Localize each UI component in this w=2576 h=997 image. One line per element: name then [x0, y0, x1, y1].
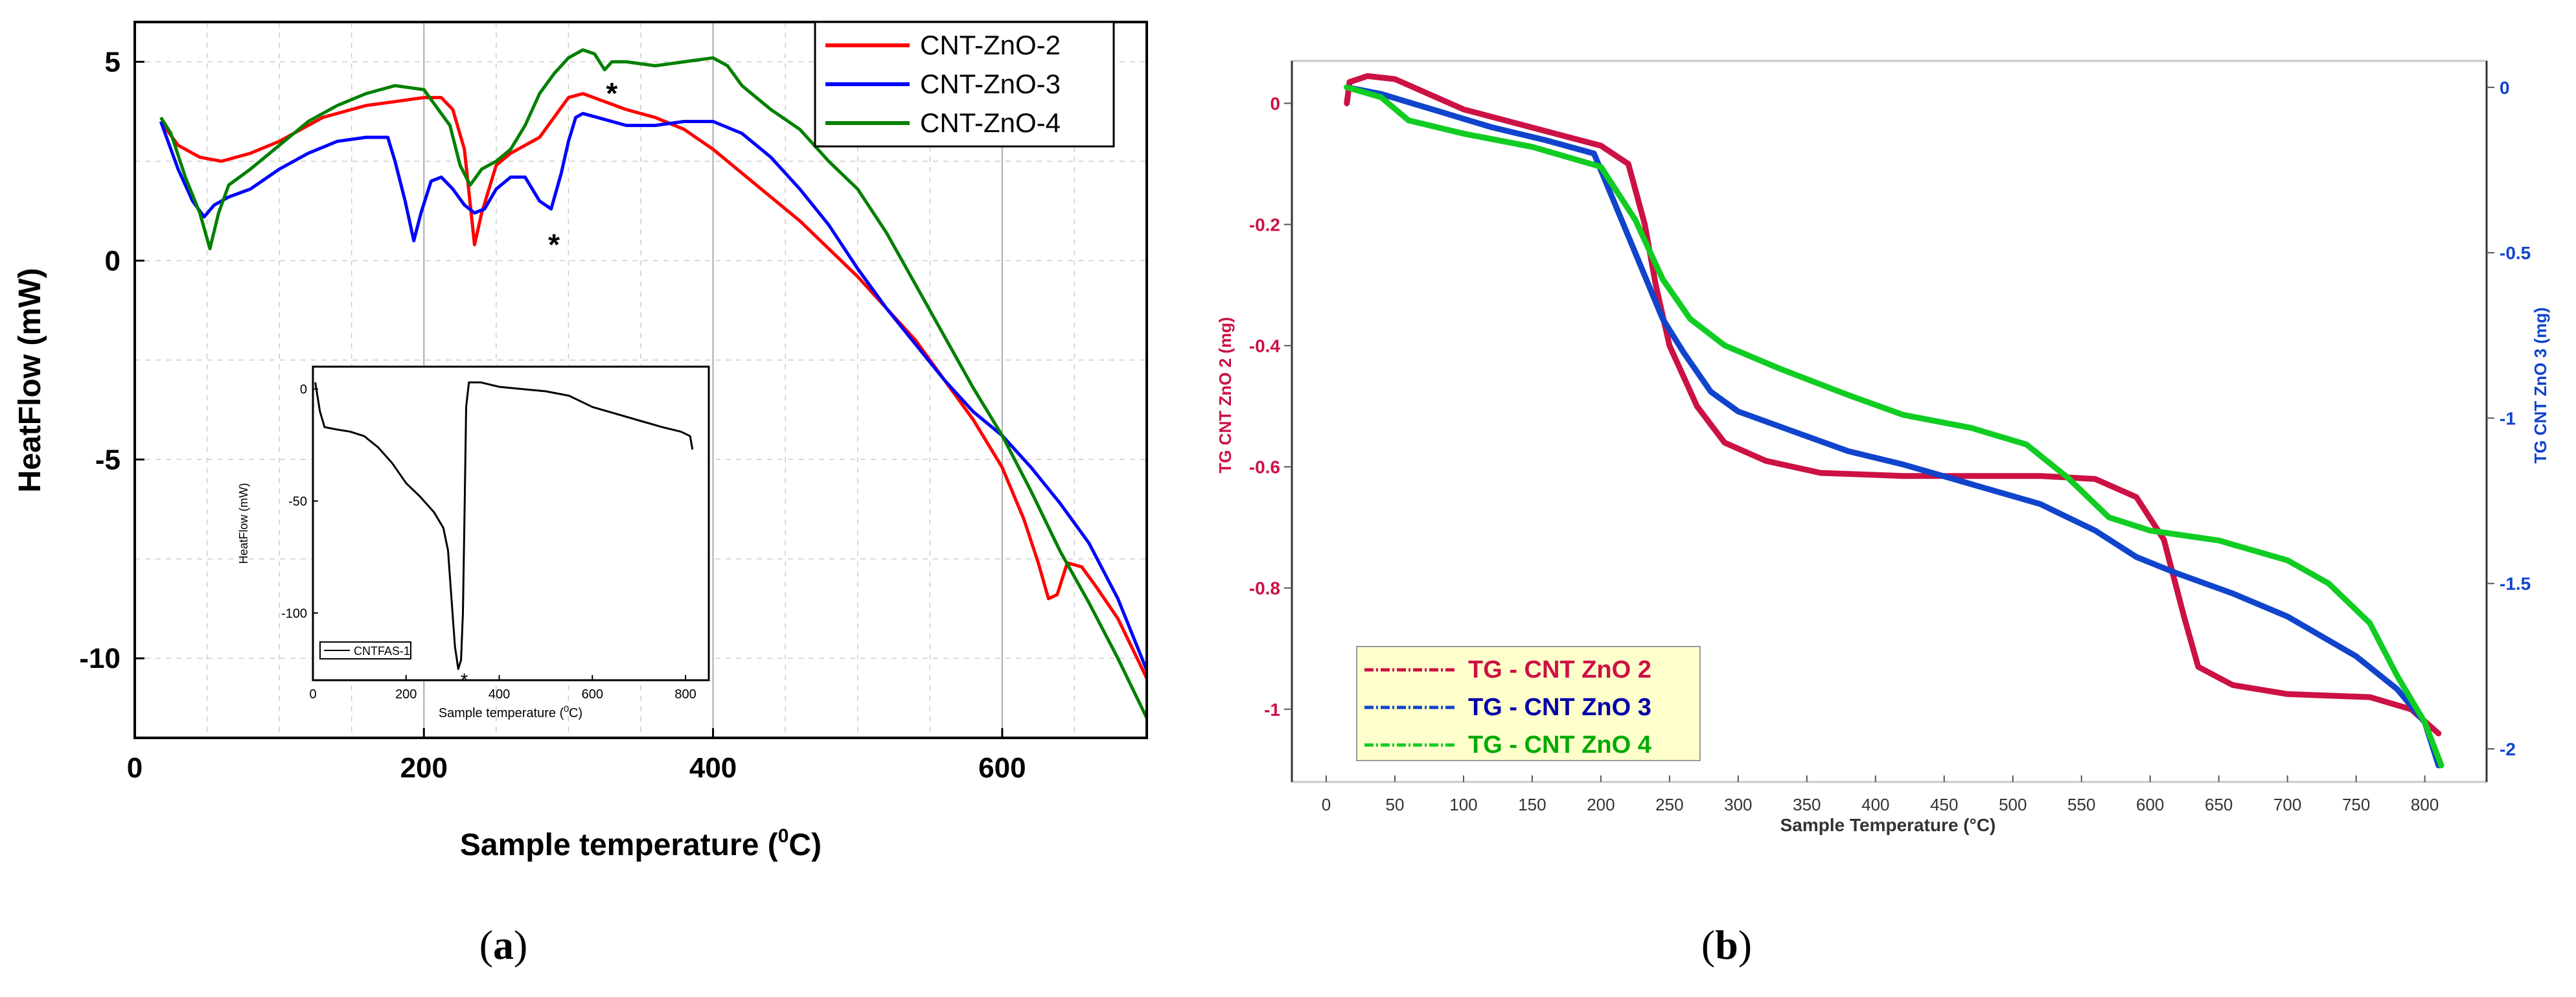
inset-plot-frame	[312, 365, 710, 682]
x-tick-label: 200	[400, 752, 448, 784]
y-tick-label: 5	[105, 46, 121, 78]
b-right-tick-label: -1.5	[2500, 574, 2531, 594]
series-line-cnt-zno-3	[159, 111, 1149, 671]
series-line-cnt-zno-2	[159, 92, 1149, 679]
legend-label-cnt-zno-2: CNT-ZnO-2	[920, 30, 1061, 60]
inset-y-tick-label: 0	[300, 383, 307, 397]
inset-legend-label: CNTFAS-1	[354, 645, 410, 658]
panel-a-ticks: 0 200 400 600 5 0 -5 -10	[79, 46, 1026, 784]
inset-series-line-cntfas-1	[314, 381, 694, 670]
panel-a-inset-chart: 0 200 400 600 800 0 -50 -100 HeatFlow (mW) Samp…	[237, 365, 710, 720]
inset-series	[314, 381, 694, 670]
panel-b-chart: 0 50 100 150 200 250 300 350 400 450 500 550 600 650 7…	[1215, 60, 2550, 968]
series-line-tg-cnt-zno-3	[1344, 84, 2442, 768]
panel-a-plot-frame	[133, 21, 1148, 739]
x-tick-label: 600	[978, 752, 1026, 784]
legend-label-tg-cnt-zno-4: TG - CNT ZnO 4	[1468, 731, 1651, 759]
panel-a-annotation-star: *	[548, 228, 560, 262]
b-x-tick-label: 500	[1999, 795, 2027, 814]
b-right-tick-label: -2	[2500, 739, 2516, 759]
panel-a-label: (a)	[479, 922, 528, 968]
b-x-tick-label: 200	[1587, 795, 1615, 814]
b-left-tick-label: -1	[1264, 700, 1280, 720]
y-tick-label: 0	[105, 245, 121, 277]
inset-annotation-star: *	[461, 670, 468, 691]
b-x-tick-label: 550	[2067, 795, 2095, 814]
b-x-tick-label: 600	[2136, 795, 2164, 814]
series-line-tg-cnt-zno-4	[1344, 84, 2444, 768]
b-x-tick-label: 650	[2205, 795, 2233, 814]
inset-legend: CNTFAS-1	[319, 641, 411, 659]
inset-y-tick-label: -100	[281, 606, 307, 621]
panel-b-left-y-axis-label: TG CNT ZnO 2 (mg)	[1215, 317, 1235, 473]
b-left-tick-label: -0.8	[1249, 579, 1280, 599]
panel-a-y-axis-label: HeatFlow (mW)	[13, 268, 47, 493]
b-x-tick-label: 300	[1724, 795, 1752, 814]
inset-x-axis-label: Sample temperature (0C)	[439, 704, 582, 720]
y-tick-label: -10	[79, 643, 121, 674]
series-line-cnt-zno-4	[159, 48, 1149, 719]
y-tick-label: -5	[95, 444, 121, 476]
panel-a-series	[159, 48, 1149, 719]
inset-y-tick-label: -50	[288, 494, 307, 509]
b-right-tick-label: -1	[2500, 408, 2516, 428]
x-tick-label: 400	[689, 752, 737, 784]
b-x-tick-label: 450	[1930, 795, 1958, 814]
panel-b-x-axis-label: Sample Temperature (°C)	[1780, 815, 1996, 835]
legend-label-tg-cnt-zno-2: TG - CNT ZnO 2	[1468, 656, 1651, 683]
inset-y-axis-label: HeatFlow (mW)	[237, 483, 250, 564]
panel-b-series	[1344, 73, 2444, 768]
b-x-tick-label: 250	[1655, 795, 1683, 814]
b-left-tick-label: -0.2	[1249, 215, 1280, 235]
inset-x-tick-label: 0	[309, 687, 316, 702]
inset-x-tick-label: 600	[582, 687, 603, 702]
panel-a-x-axis-label: Sample temperature (0C)	[460, 825, 822, 862]
panel-a-chart: 0 200 400 600 5 0 -5 -10 HeatFlow (mW) Sample t…	[13, 21, 1149, 968]
b-x-tick-label: 700	[2273, 795, 2301, 814]
inset-ticks: 0 200 400 600 800 0 -50 -100	[281, 383, 696, 702]
legend-label-cnt-zno-3: CNT-ZnO-3	[920, 69, 1061, 99]
x-tick-label: 0	[127, 752, 143, 784]
b-x-tick-label: 50	[1386, 795, 1405, 814]
panel-b-ticks: 0 50 100 150 200 250 300 350 400 450 500 550 600 650 7…	[1249, 78, 2531, 814]
b-x-tick-label: 350	[1793, 795, 1821, 814]
panel-b-label: (b)	[1701, 922, 1752, 968]
b-right-tick-label: -0.5	[2500, 243, 2531, 263]
legend-label-cnt-zno-4: CNT-ZnO-4	[920, 108, 1061, 138]
inset-x-tick-label: 800	[674, 687, 696, 702]
inset-x-tick-label: 200	[395, 687, 417, 702]
b-x-tick-label: 800	[2411, 795, 2439, 814]
b-left-tick-label: -0.4	[1249, 336, 1281, 356]
b-x-tick-label: 400	[1861, 795, 1889, 814]
panel-b-right-y-axis-label: TG CNT ZnO 3 (mg)	[2531, 307, 2550, 463]
panel-b-legend: TG - CNT ZnO 2 TG - CNT ZnO 3 TG - CNT Z…	[1356, 646, 1701, 761]
panel-a-legend: CNT-ZnO-2 CNT-ZnO-3 CNT-ZnO-4	[814, 21, 1115, 148]
panel-a-annotation-star: *	[606, 76, 617, 110]
b-x-tick-label: 750	[2342, 795, 2370, 814]
legend-label-tg-cnt-zno-3: TG - CNT ZnO 3	[1468, 694, 1651, 721]
b-left-tick-label: -0.6	[1249, 457, 1280, 477]
b-left-tick-label: 0	[1270, 93, 1280, 113]
panel-b-legend-box	[1356, 646, 1701, 761]
inset-x-tick-label: 400	[489, 687, 510, 702]
b-x-tick-label: 150	[1518, 795, 1546, 814]
series-line-tg-cnt-zno-2	[1344, 73, 2442, 737]
b-x-tick-label: 0	[1322, 795, 1331, 814]
b-x-tick-label: 100	[1449, 795, 1477, 814]
b-right-tick-label: 0	[2500, 78, 2510, 98]
